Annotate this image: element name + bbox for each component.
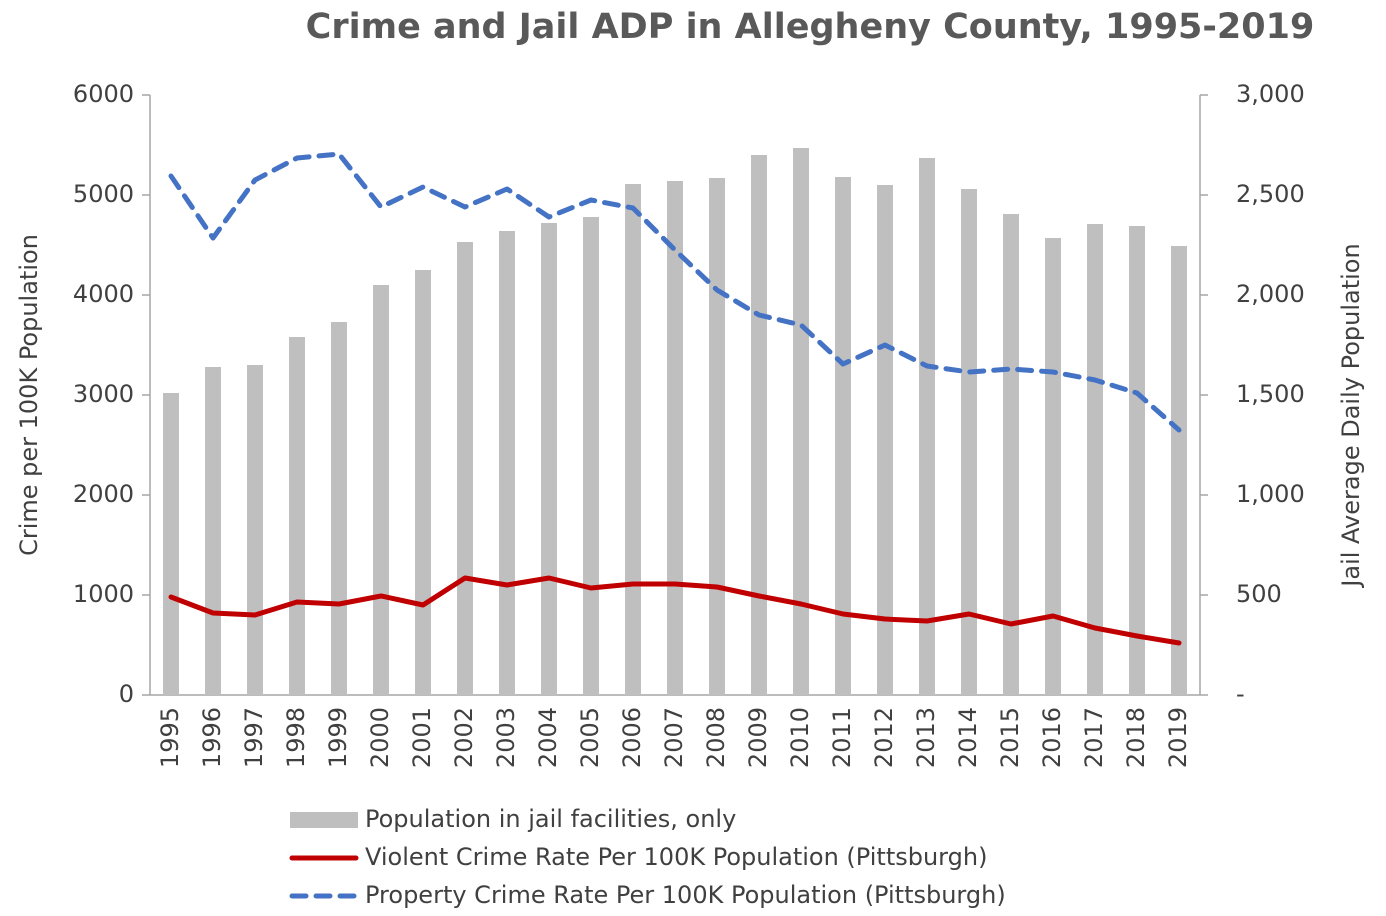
bar: [625, 184, 641, 695]
x-tick-label: 1999: [324, 707, 352, 768]
bar: [499, 231, 515, 695]
bar: [751, 155, 767, 695]
x-tick-label: 1998: [282, 707, 310, 768]
x-tick-label: 1995: [156, 707, 184, 768]
bar: [1003, 214, 1019, 695]
bar: [205, 367, 221, 695]
x-tick-label: 2011: [828, 707, 856, 768]
y2-axis-label: Jail Average Daily Population: [1337, 243, 1365, 588]
bar: [877, 185, 893, 695]
x-tick-label: 2002: [450, 707, 478, 768]
bar: [541, 223, 557, 695]
bar: [289, 337, 305, 695]
bar: [373, 285, 389, 695]
y-tick-label: 0: [119, 680, 134, 708]
x-tick-label: 2015: [996, 707, 1024, 768]
legend-label: Property Crime Rate Per 100K Population …: [365, 881, 1006, 909]
y2-tick-label: 2,500: [1236, 180, 1305, 208]
bar: [457, 242, 473, 695]
line: [168, 151, 1182, 433]
y-tick-label: 1000: [73, 580, 134, 608]
y-axis-label: Crime per 100K Population: [15, 234, 43, 556]
bar: [415, 270, 431, 695]
x-tick-label: 2013: [912, 707, 940, 768]
y-tick-label: 3000: [73, 380, 134, 408]
bar: [835, 177, 851, 695]
legend-swatch: [290, 812, 358, 828]
y2-tick-label: -: [1236, 680, 1245, 708]
x-tick-label: 1997: [240, 707, 268, 768]
x-tick-label: 2003: [492, 707, 520, 768]
y2-tick-label: 3,000: [1236, 80, 1305, 108]
y-tick-label: 5000: [73, 180, 134, 208]
bar: [1171, 246, 1187, 695]
chart-title: Crime and Jail ADP in Allegheny County, …: [306, 7, 1315, 47]
bar: [709, 178, 725, 695]
x-tick-label: 2014: [954, 707, 982, 768]
bar: [1045, 238, 1061, 695]
y2-tick-label: 2,000: [1236, 280, 1305, 308]
y2-tick-label: 1,000: [1236, 480, 1305, 508]
legend-label: Population in jail facilities, only: [365, 805, 736, 833]
bar: [961, 189, 977, 695]
bar: [1129, 226, 1145, 695]
line: [168, 575, 1182, 646]
x-tick-label: 2017: [1080, 707, 1108, 768]
x-tick-label: 1996: [198, 707, 226, 768]
bar: [583, 217, 599, 695]
bar: [331, 322, 347, 695]
x-tick-label: 2000: [366, 707, 394, 768]
bar: [163, 393, 179, 695]
y-tick-label: 2000: [73, 480, 134, 508]
x-tick-label: 2004: [534, 707, 562, 768]
y2-tick-label: 500: [1236, 580, 1282, 608]
x-tick-label: 2008: [702, 707, 730, 768]
bar: [247, 365, 263, 695]
bar: [667, 181, 683, 695]
legend-label: Violent Crime Rate Per 100K Population (…: [365, 843, 987, 871]
x-tick-label: 2019: [1164, 707, 1192, 768]
bar: [919, 158, 935, 695]
x-tick-label: 2006: [618, 707, 646, 768]
x-tick-label: 2009: [744, 707, 772, 768]
x-tick-label: 2007: [660, 707, 688, 768]
x-tick-label: 2012: [870, 707, 898, 768]
x-tick-label: 2001: [408, 707, 436, 768]
x-tick-label: 2018: [1122, 707, 1150, 768]
bar: [793, 148, 809, 695]
y-tick-label: 4000: [73, 280, 134, 308]
y-tick-label: 6000: [73, 80, 134, 108]
x-tick-label: 2010: [786, 707, 814, 768]
bar: [1087, 224, 1103, 695]
x-tick-label: 2016: [1038, 707, 1066, 768]
x-tick-label: 2005: [576, 707, 604, 768]
y2-tick-label: 1,500: [1236, 380, 1305, 408]
